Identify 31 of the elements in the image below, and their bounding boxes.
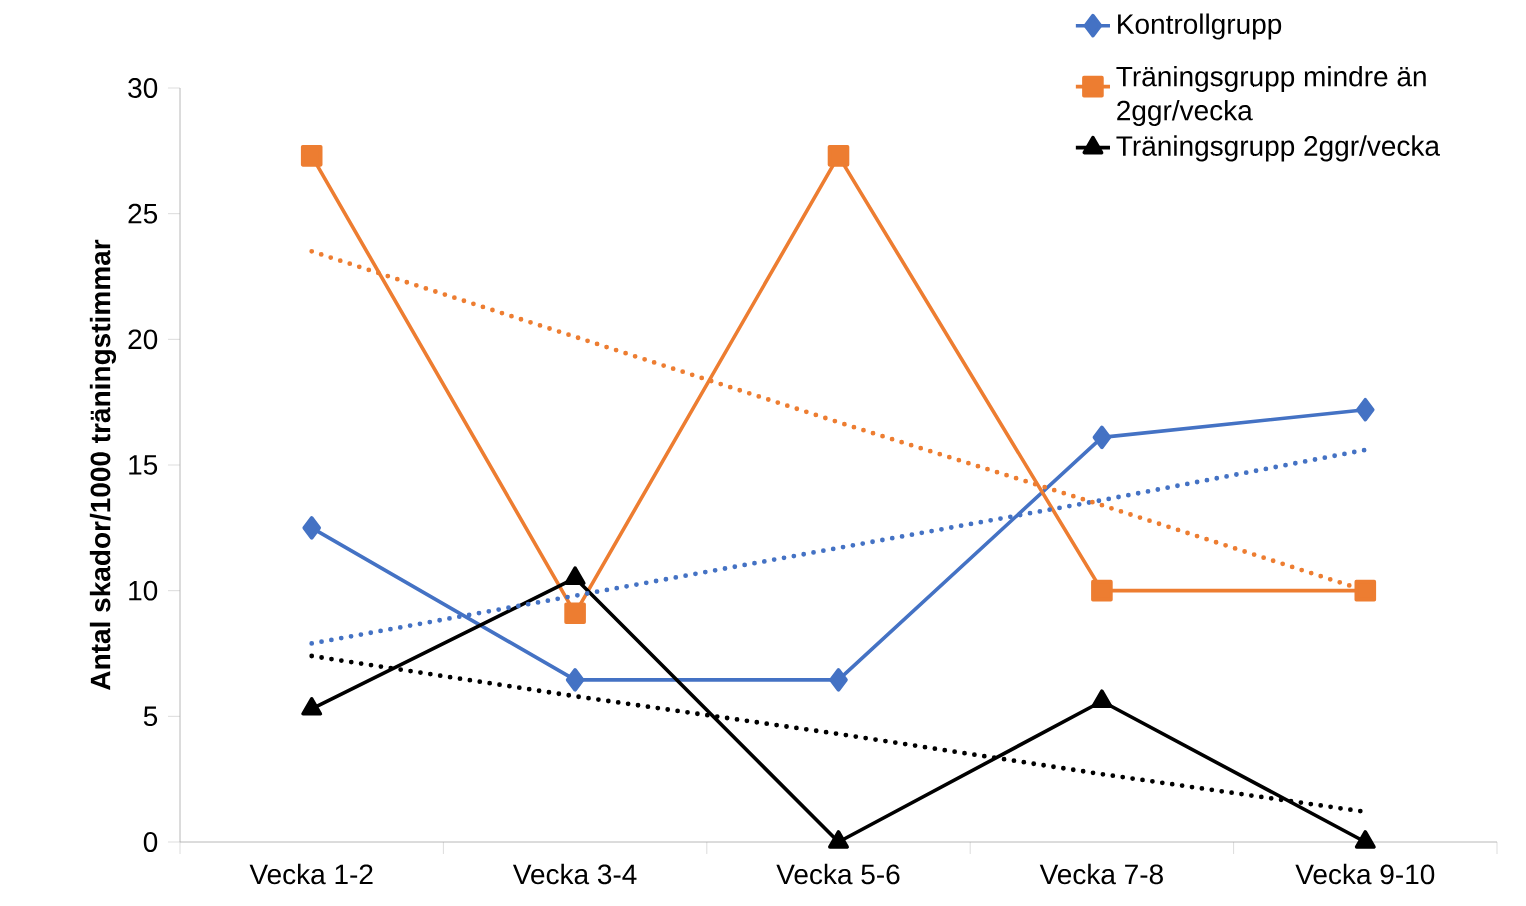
y-tick-label: 15 bbox=[129, 455, 158, 475]
point bbox=[302, 516, 321, 540]
y-tick-label: 20 bbox=[128, 329, 158, 350]
y-tick-label: 5 bbox=[143, 706, 158, 727]
y-tick-label: 0 bbox=[143, 832, 158, 852]
y-tick-label: 30 bbox=[128, 78, 158, 98]
y-axis-title: Antal skador/1000 träningstimmar bbox=[89, 239, 117, 690]
point bbox=[564, 566, 586, 585]
x-tick-label: Vecka 7-8 bbox=[1039, 863, 1163, 885]
point bbox=[829, 668, 848, 692]
point bbox=[301, 696, 323, 716]
y-tick-label: 10 bbox=[129, 580, 158, 601]
x-tick-label: Vecka 5-6 bbox=[776, 863, 900, 885]
point bbox=[1091, 579, 1113, 602]
point bbox=[827, 145, 850, 167]
legend-label: Träningsgrupp mindre än 2ggr/vecka bbox=[1116, 65, 1426, 126]
point bbox=[1091, 689, 1113, 709]
point bbox=[828, 830, 849, 849]
point bbox=[1356, 397, 1375, 422]
y-tick-label: 25 bbox=[128, 203, 158, 224]
x-tick-label: Vecka 1-2 bbox=[249, 863, 373, 885]
legend-label: Träningsgrupp 2ggr/vecka bbox=[1116, 135, 1440, 162]
point bbox=[564, 602, 586, 625]
legend-label: Kontrollgrupp bbox=[1118, 13, 1282, 40]
point bbox=[1354, 830, 1376, 849]
point bbox=[300, 145, 323, 167]
point bbox=[565, 668, 585, 692]
point bbox=[1354, 579, 1377, 602]
point bbox=[1092, 425, 1112, 450]
x-tick-label: Vecka 3-4 bbox=[512, 863, 637, 885]
x-tick-label: Vecka 9-10 bbox=[1295, 863, 1435, 885]
